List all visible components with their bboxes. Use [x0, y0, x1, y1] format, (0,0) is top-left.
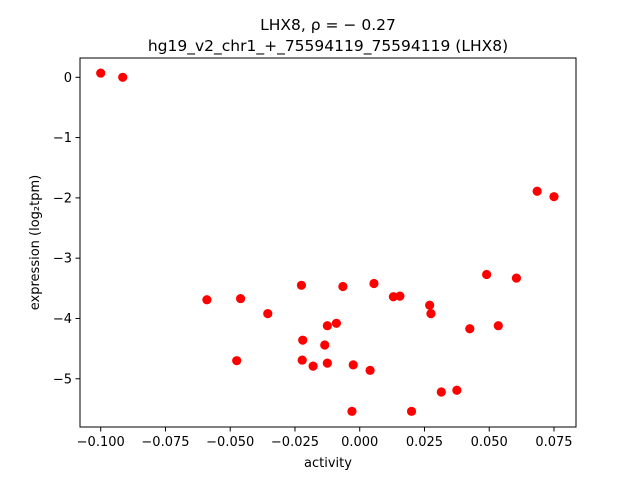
data-point [425, 300, 435, 310]
data-point [436, 387, 446, 397]
data-point [493, 321, 503, 331]
data-point [308, 361, 318, 371]
data-point [532, 186, 542, 196]
data-point [347, 406, 357, 416]
x-tick-label: −0.075 [141, 435, 189, 450]
x-axis-label: activity [304, 456, 352, 471]
x-tick-label: −0.050 [206, 435, 254, 450]
x-tick-label: 0.050 [471, 435, 508, 450]
y-axis-label: expression (log₂tpm) [28, 175, 43, 310]
data-point [96, 68, 106, 78]
data-point [322, 358, 332, 368]
data-point [263, 309, 273, 319]
chart-title-line2: hg19_v2_chr1_+_75594119_75594119 (LHX8) [148, 37, 508, 56]
data-point [406, 406, 417, 416]
data-point [232, 356, 242, 366]
data-point [482, 269, 492, 280]
points-layer [96, 68, 559, 416]
data-point [338, 281, 348, 292]
y-tick-label: −1 [53, 131, 72, 146]
data-point [395, 291, 405, 301]
data-point [465, 324, 475, 334]
data-point [331, 318, 342, 328]
data-point [320, 340, 330, 350]
data-point [511, 273, 522, 283]
y-tick-label: −2 [53, 191, 72, 206]
y-tick-label: −5 [53, 372, 72, 387]
data-point [118, 72, 128, 82]
x-tick-label: −0.025 [271, 435, 319, 450]
y-axis-ticks: 0 −1 −2 −3 −4 −5 [53, 71, 80, 387]
data-point [369, 278, 379, 289]
data-point [235, 293, 246, 304]
data-point [322, 321, 332, 331]
data-point [365, 365, 375, 375]
data-point [549, 192, 559, 202]
data-point [348, 360, 358, 370]
chart-title-line1: LHX8, ρ = − 0.27 [260, 16, 396, 34]
y-tick-label: −3 [53, 252, 72, 267]
data-point [298, 335, 308, 345]
x-tick-label: 0.000 [341, 435, 378, 450]
data-point [297, 355, 307, 365]
y-tick-label: −4 [53, 312, 72, 327]
data-point [452, 385, 462, 395]
x-axis-ticks: −0.100 −0.075 −0.050 −0.025 0.000 0.025 0.050 0… [77, 427, 573, 450]
data-point [296, 280, 307, 290]
y-tick-label: 0 [64, 71, 72, 86]
x-tick-label: 0.075 [535, 435, 572, 450]
plot-frame [79, 57, 577, 428]
x-tick-label: −0.100 [77, 435, 125, 450]
data-point [426, 309, 436, 319]
data-point [202, 295, 212, 305]
x-tick-label: 0.025 [406, 435, 443, 450]
plot-area [80, 58, 576, 427]
